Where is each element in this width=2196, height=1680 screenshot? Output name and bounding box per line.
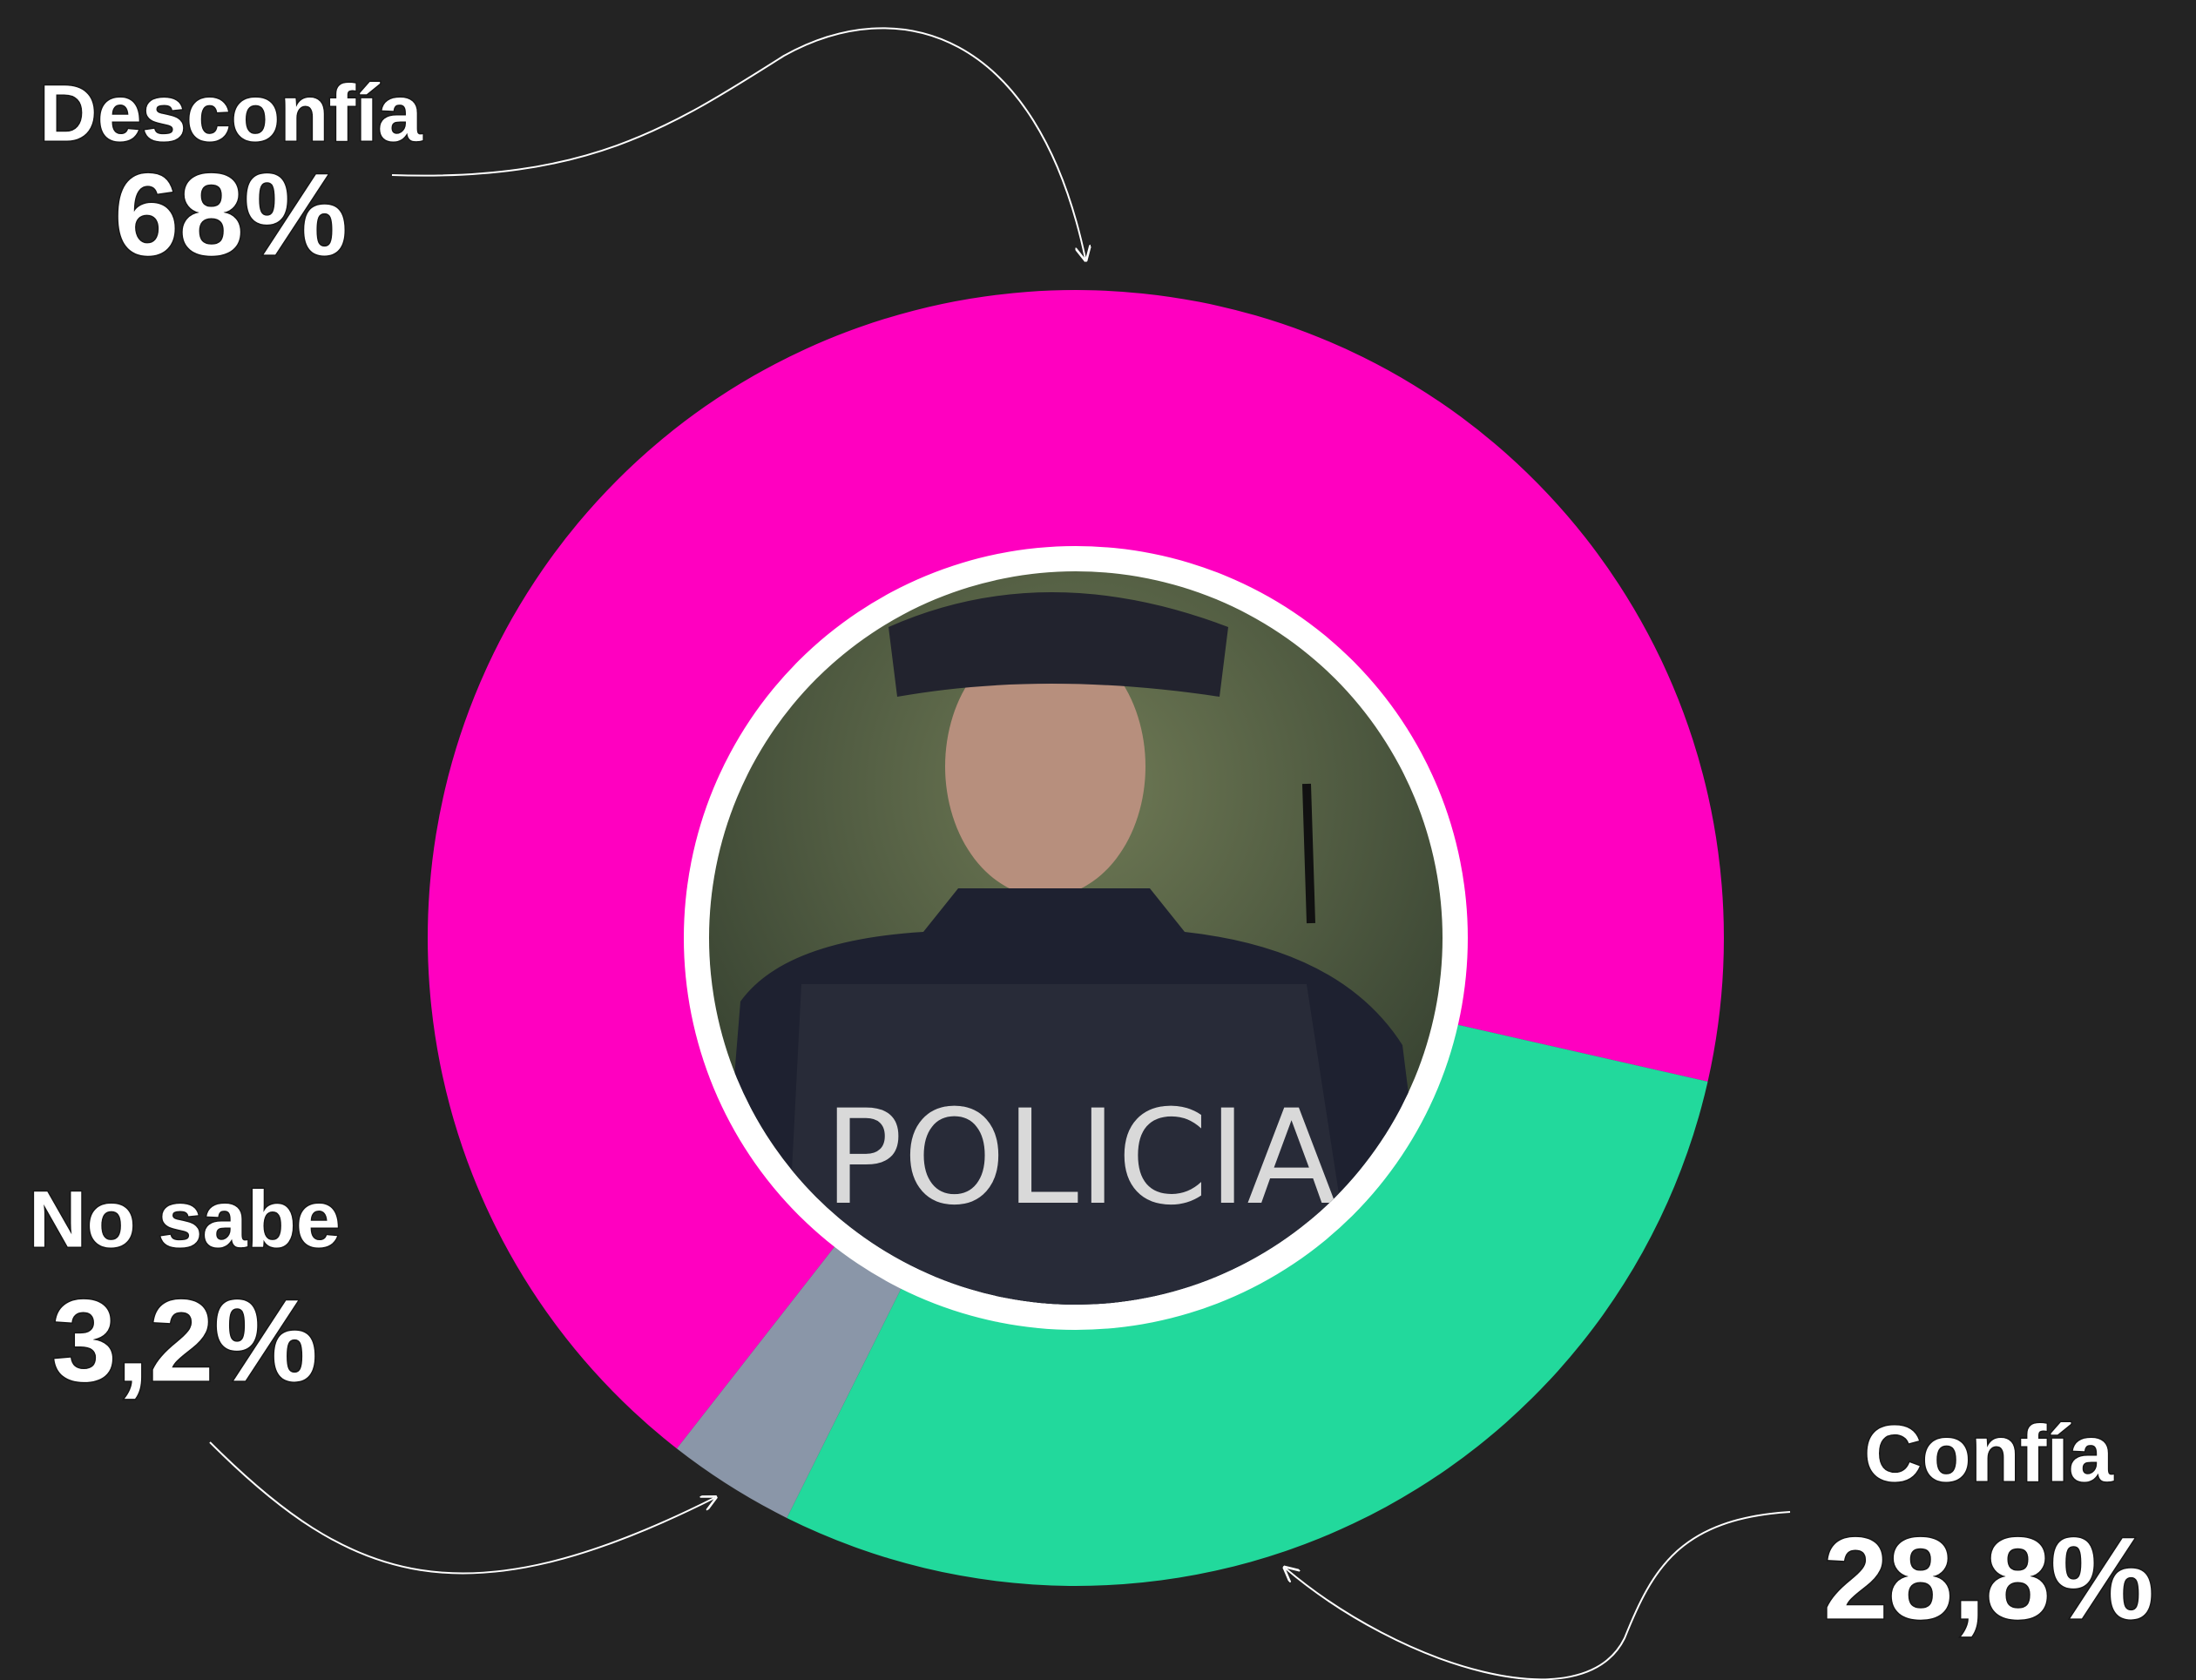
value-label: 3,2% [51,1276,317,1406]
arrow [391,27,1085,259]
value-label: 68% [114,150,348,280]
category-label: Confía [1864,1409,2114,1498]
value-label: 28,8% [1823,1514,2154,1643]
donut-slice [427,290,1725,1449]
category-label: Desconfía [39,69,423,158]
arrow [209,1441,714,1575]
donut [427,290,1725,1586]
donut-slice [787,1022,1708,1586]
category-label: No sabe [29,1175,341,1264]
arrow [1286,1511,1791,1680]
photo-text: POLICIA [824,1083,1336,1234]
center-photo: POLICIA [709,571,1443,1305]
arrows [209,27,1791,1680]
donut-slice [676,1239,905,1518]
